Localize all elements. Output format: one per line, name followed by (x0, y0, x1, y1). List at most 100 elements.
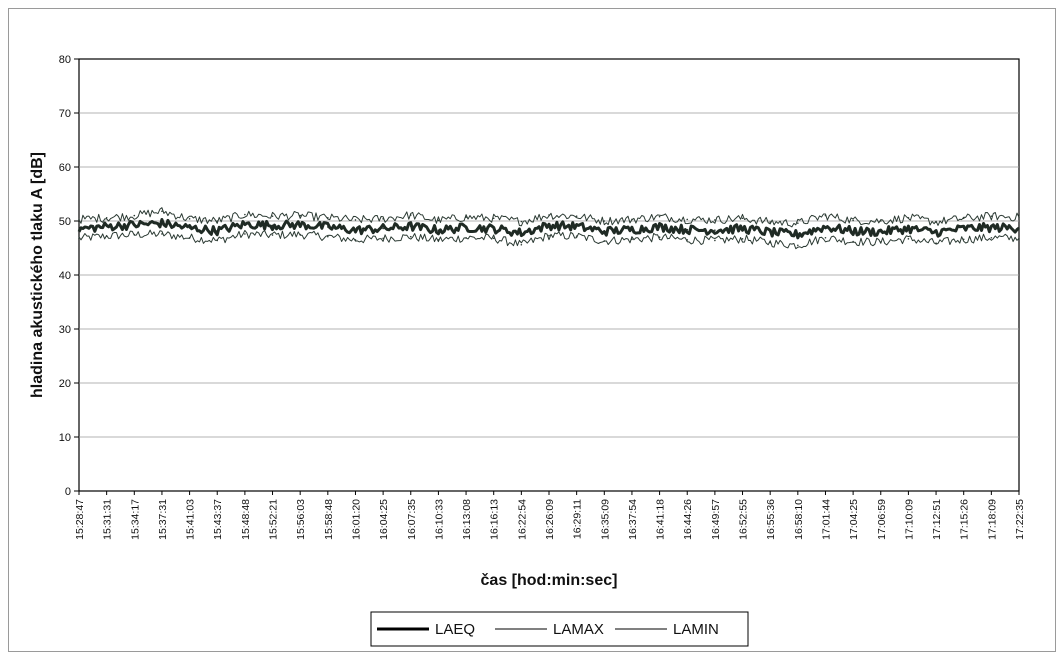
data-point-laeq (769, 231, 771, 234)
data-point-lamax (78, 218, 80, 221)
data-point-laeq (686, 228, 689, 231)
data-point-lamax (271, 215, 274, 217)
x-tick-label: 17:22:35 (1014, 499, 1026, 540)
series-line-laeq (77, 218, 1020, 240)
data-point-laeq (78, 228, 80, 230)
data-point-lamax (465, 216, 467, 219)
y-tick-label: 40 (59, 270, 71, 282)
x-tick-label: 15:43:37 (212, 499, 224, 540)
data-point-lamin (492, 237, 495, 240)
x-tick-label: 16:41:18 (655, 499, 667, 540)
data-point-laeq (907, 227, 910, 230)
data-point-lamax (797, 222, 799, 224)
data-point-lamax (879, 220, 882, 222)
data-point-lamax (133, 214, 136, 217)
data-point-laeq (465, 226, 467, 229)
x-tick-label: 15:58:48 (323, 499, 335, 540)
data-point-lamin (769, 241, 771, 244)
data-point-laeq (216, 229, 219, 232)
x-tick-label: 15:41:03 (185, 499, 197, 540)
data-point-lamax (327, 216, 329, 219)
data-point-lamin (631, 238, 633, 241)
x-tick-label: 17:12:51 (931, 499, 943, 540)
data-point-lamin (78, 237, 80, 240)
data-point-lamin (658, 236, 661, 238)
data-point-lamin (935, 242, 937, 244)
data-point-lamax (990, 215, 993, 217)
data-point-lamin (520, 243, 523, 246)
data-point-lamin (465, 236, 467, 239)
data-point-lamax (520, 220, 523, 223)
gridlines (79, 112, 1019, 438)
data-point-lamin (824, 236, 827, 239)
data-point-lamin (382, 237, 384, 240)
data-point-laeq (520, 232, 523, 234)
data-point-laeq (631, 228, 633, 231)
data-point-lamax (935, 221, 937, 223)
noise-level-chart: 0 10 20 30 40 50 60 70 80 15:28:47 15:31:31 15:34:… (29, 54, 1026, 647)
data-point-lamax (852, 219, 854, 222)
data-point-lamin (907, 238, 910, 240)
x-tick-label: 16:07:35 (406, 499, 418, 540)
data-point-lamax (631, 218, 633, 221)
data-point-lamin (990, 236, 993, 239)
legend-label-lamax: LAMAX (553, 621, 604, 638)
x-tick-label: 15:52:21 (268, 499, 280, 540)
data-point-laeq (797, 233, 799, 236)
data-point-laeq (105, 225, 108, 228)
y-tick-label: 50 (59, 216, 71, 228)
series-line-lamin (78, 229, 1020, 250)
data-point-lamax (354, 219, 357, 221)
data-point-laeq (990, 226, 993, 229)
series-lines (77, 207, 1020, 250)
data-point-lamax (437, 219, 440, 222)
legend-box (370, 611, 749, 647)
data-point-lamin (409, 235, 412, 238)
data-point-lamin (714, 239, 716, 242)
x-tick-label: 16:01:20 (350, 499, 362, 540)
y-tick-label: 20 (59, 378, 71, 390)
legend: LAEQ LAMAX LAMIN (370, 611, 749, 647)
series-line-lamax (78, 207, 1020, 228)
x-tick-label: 16:10:33 (433, 499, 445, 540)
data-point-laeq (492, 227, 495, 230)
y-tick-label: 60 (59, 162, 71, 174)
data-point-laeq (575, 225, 578, 228)
y-tick-label: 70 (59, 108, 71, 120)
x-tick-label: 17:06:59 (876, 499, 888, 540)
x-tick-label: 16:58:10 (793, 499, 805, 540)
data-point-lamax (769, 221, 771, 223)
data-point-laeq (824, 226, 827, 228)
data-point-lamax (244, 213, 246, 216)
data-point-lamax (409, 214, 412, 216)
data-point-laeq (354, 229, 357, 231)
data-point-lamax (824, 214, 827, 217)
data-point-lamin (741, 238, 744, 240)
data-point-laeq (271, 224, 274, 227)
x-axis-title: čas [hod:min:sec] (481, 572, 618, 589)
data-point-lamin (105, 235, 108, 237)
data-point-laeq (935, 231, 937, 234)
data-point-laeq (658, 226, 661, 228)
x-tick-label: 15:37:31 (157, 499, 169, 540)
data-point-lamin (133, 233, 136, 236)
data-point-lamax (161, 210, 163, 213)
y-tick-label: 30 (59, 324, 71, 336)
x-tick-label: 15:31:31 (102, 499, 114, 540)
data-point-laeq (188, 227, 191, 229)
x-tick-label: 16:44:26 (682, 499, 694, 540)
x-tick-labels: 15:28:47 15:31:31 15:34:17 15:37:31 15:41:03… (74, 491, 1026, 540)
x-tick-label: 16:16:13 (489, 499, 501, 540)
x-tick-label: 16:13:08 (461, 499, 473, 540)
data-point-lamin (327, 235, 329, 238)
data-point-laeq (133, 223, 136, 226)
data-point-lamin (603, 240, 606, 242)
x-tick-label: 17:15:26 (959, 499, 971, 540)
data-point-lamin (962, 238, 965, 241)
x-tick-label: 16:49:57 (710, 499, 722, 540)
data-point-laeq (962, 227, 965, 230)
legend-label-lamin: LAMIN (673, 621, 719, 638)
x-tick-label: 15:56:03 (295, 499, 307, 540)
data-point-lamax (658, 215, 661, 218)
data-point-lamax (962, 217, 965, 220)
